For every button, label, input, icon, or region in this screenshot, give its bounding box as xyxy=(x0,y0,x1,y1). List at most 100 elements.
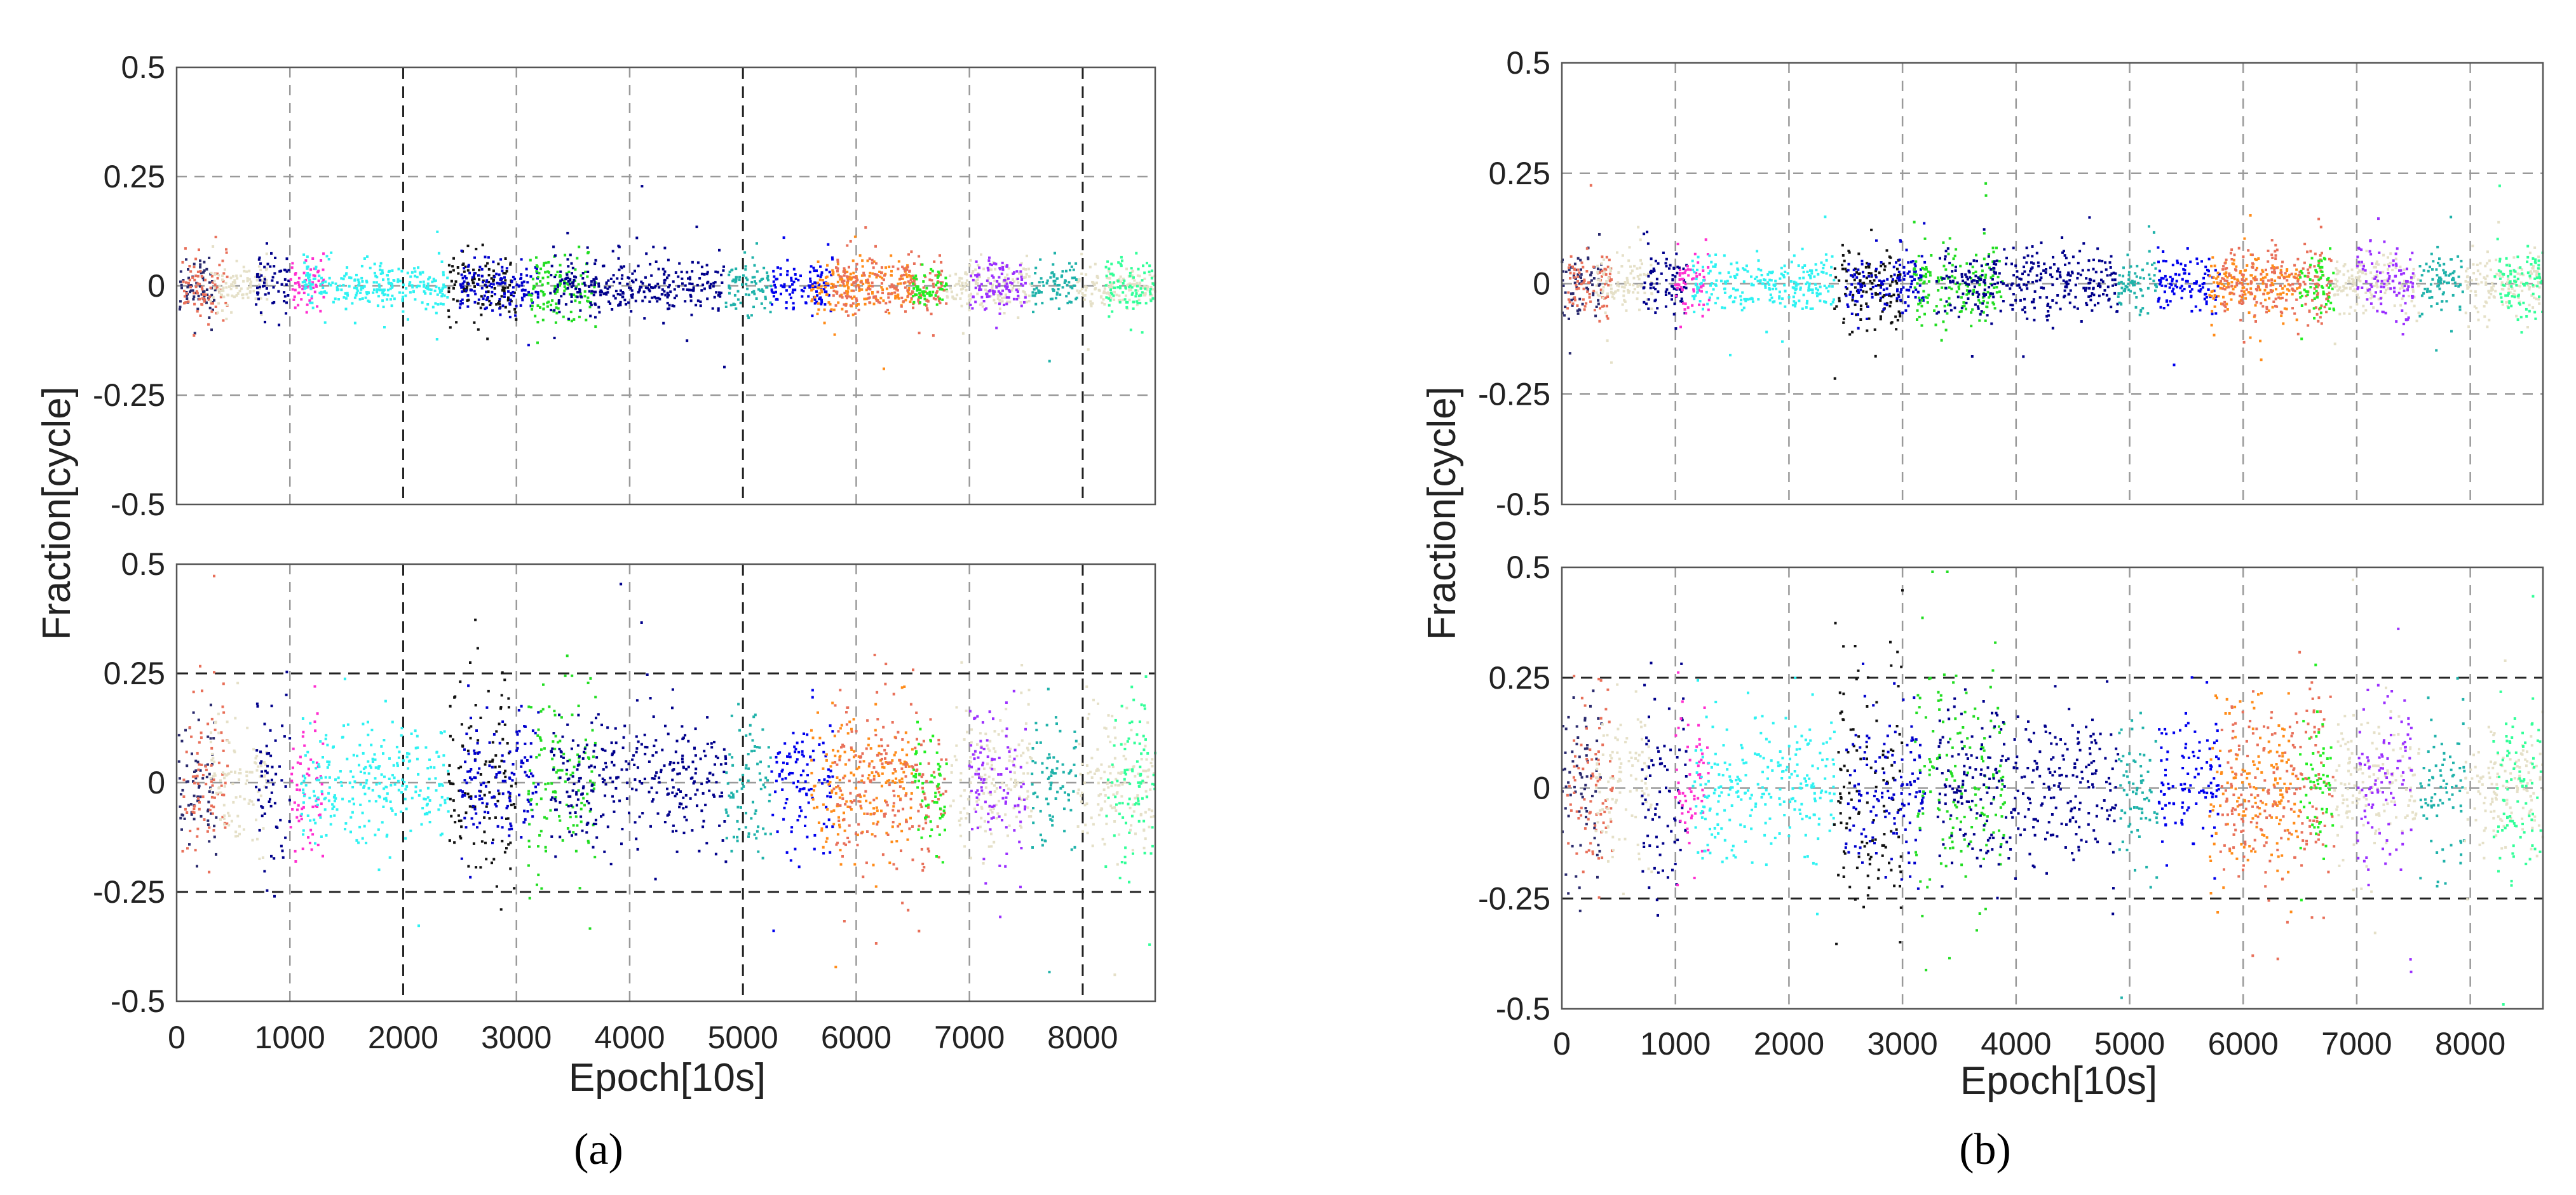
data-point xyxy=(753,264,756,267)
data-point xyxy=(762,827,765,830)
data-point xyxy=(265,779,268,782)
data-point xyxy=(733,835,735,839)
data-point xyxy=(715,291,718,294)
data-point xyxy=(573,766,576,769)
data-point xyxy=(868,257,871,260)
data-point xyxy=(576,768,579,771)
data-point xyxy=(331,807,334,811)
data-point xyxy=(384,797,388,800)
data-point xyxy=(753,276,756,279)
data-point xyxy=(586,299,589,302)
data-point xyxy=(751,256,754,259)
data-point xyxy=(207,819,210,822)
data-point xyxy=(918,743,921,746)
data-point xyxy=(296,808,299,811)
data-point xyxy=(657,267,660,271)
data-point xyxy=(560,750,563,753)
data-point xyxy=(589,807,592,811)
data-point xyxy=(265,745,268,748)
data-point xyxy=(1103,842,1106,846)
data-point xyxy=(187,281,190,285)
data-point xyxy=(400,734,403,737)
data-point xyxy=(571,834,573,837)
data-point xyxy=(904,731,907,734)
data-point xyxy=(589,677,592,680)
data-point xyxy=(384,699,387,703)
data-point xyxy=(980,778,983,781)
data-point xyxy=(257,297,260,300)
data-point xyxy=(635,788,638,792)
data-point xyxy=(1149,815,1153,818)
data-point xyxy=(407,752,410,755)
data-point xyxy=(314,267,317,271)
data-point xyxy=(527,790,531,793)
data-point xyxy=(1005,734,1008,738)
data-point xyxy=(328,776,331,779)
data-point xyxy=(298,285,301,288)
data-point xyxy=(935,751,939,754)
data-point xyxy=(542,307,545,311)
data-point xyxy=(914,746,917,750)
data-point xyxy=(876,299,879,302)
data-point xyxy=(1032,792,1035,795)
data-point xyxy=(196,827,200,830)
data-point xyxy=(326,743,329,746)
data-point xyxy=(974,268,977,271)
data-point xyxy=(834,761,837,764)
scatter-series xyxy=(770,236,834,318)
data-point xyxy=(1035,287,1038,290)
data-point xyxy=(310,297,313,300)
data-point xyxy=(638,815,641,818)
data-point xyxy=(764,776,768,780)
data-point xyxy=(820,302,823,306)
data-point xyxy=(254,762,257,765)
data-point xyxy=(508,752,511,755)
data-point xyxy=(699,757,702,760)
data-point xyxy=(892,692,895,696)
data-point xyxy=(311,760,315,764)
data-point xyxy=(426,796,430,799)
data-point xyxy=(261,285,264,288)
data-point xyxy=(510,294,513,297)
data-point xyxy=(188,843,191,846)
data-point xyxy=(226,720,229,724)
data-point xyxy=(682,832,686,835)
data-point xyxy=(548,705,551,708)
data-point xyxy=(619,293,622,296)
data-point xyxy=(716,757,719,760)
data-point xyxy=(836,262,839,266)
data-point xyxy=(999,267,1002,271)
data-point xyxy=(969,856,972,860)
data-point xyxy=(506,817,510,820)
data-point xyxy=(491,741,494,744)
data-point xyxy=(1047,687,1050,691)
data-point xyxy=(207,722,210,726)
data-point xyxy=(830,810,833,813)
data-point xyxy=(808,271,811,274)
data-point xyxy=(309,758,313,761)
data-point xyxy=(921,790,925,793)
data-point xyxy=(786,273,789,276)
data-point xyxy=(428,758,431,761)
data-point xyxy=(905,753,909,757)
data-point xyxy=(364,766,367,769)
data-point xyxy=(749,733,752,736)
data-point xyxy=(934,792,937,795)
data-point xyxy=(1141,331,1144,334)
data-point xyxy=(652,798,654,801)
data-point xyxy=(512,294,515,297)
data-point xyxy=(1008,755,1012,758)
data-point xyxy=(271,766,274,769)
data-point xyxy=(783,742,787,745)
data-point xyxy=(869,271,872,274)
data-point xyxy=(1128,299,1131,302)
data-point xyxy=(1118,783,1121,787)
data-point xyxy=(257,799,260,802)
data-point xyxy=(186,297,189,300)
data-point xyxy=(850,295,852,299)
data-point xyxy=(899,278,902,280)
data-point xyxy=(311,283,314,286)
data-point xyxy=(1141,291,1144,294)
data-point xyxy=(453,283,456,287)
data-point xyxy=(207,298,210,301)
